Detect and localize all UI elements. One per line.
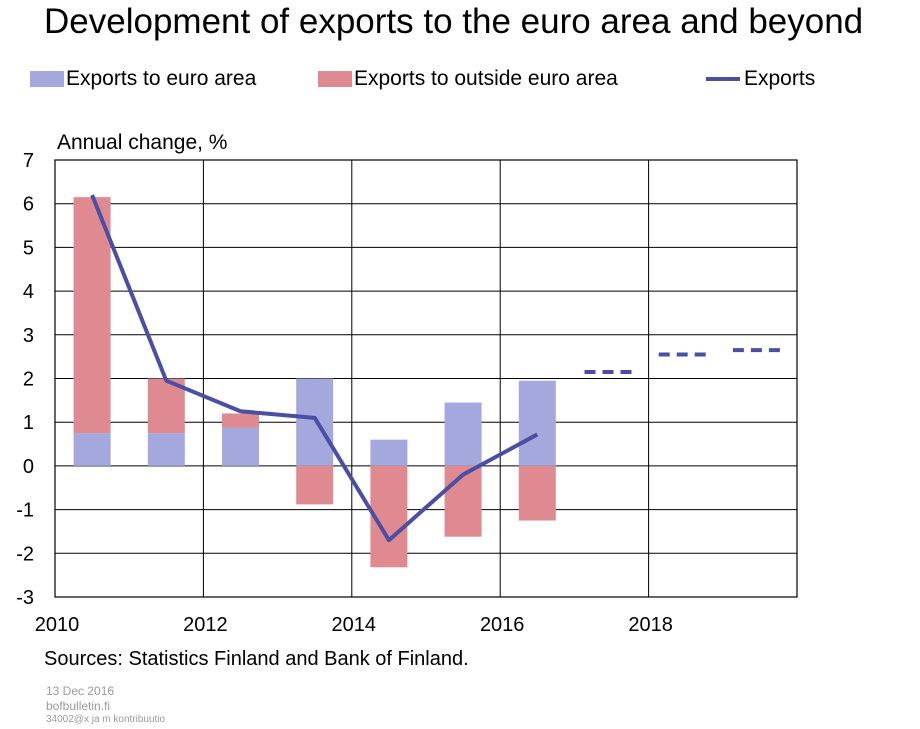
plot-border [54,159,798,598]
bar-euro-area [222,427,259,466]
y-tick-label: -2 [16,543,34,565]
bar-outside-euro-area [296,465,334,505]
y-tick-label: 6 [23,194,34,216]
y-tick-label: 5 [23,237,34,259]
legend-label-exports: Exports [744,67,816,90]
footer-site: bofbulletin.fi [46,699,111,713]
x-tick-label: 2018 [628,614,673,636]
y-tick-label: -3 [16,587,34,609]
x-tick-label: 2016 [480,614,525,636]
sources-note: Sources: Statistics Finland and Bank of … [44,648,469,670]
bar-euro-area [370,439,408,466]
bar-euro-area [73,433,111,466]
bar-euro-area [147,433,185,466]
y-tick-label: 2 [23,369,34,391]
bar-euro-area [296,378,334,466]
legend-item-outside-euro-area: Exports to outside euro area [318,67,618,91]
y-tick-label: -1 [16,500,34,522]
bar-outside-euro-area [518,465,556,521]
y-tick-label: 7 [23,150,34,172]
legend-swatch-exports [706,77,740,81]
footer-code: 34002@x ja m kontribuutio [46,714,166,725]
chart-title: Development of exports to the euro area … [44,2,864,41]
x-tick-label: 2010 [35,614,80,636]
y-tick-label: 3 [23,325,34,347]
bar-euro-area [518,380,556,466]
x-tick-label: 2014 [332,614,377,636]
x-tick-label: 2012 [183,614,228,636]
legend: Exports to euro area Exports to outside … [30,67,910,95]
bar-outside-euro-area [222,413,259,428]
legend-swatch-euro-area [30,71,64,87]
y-axis-label: Annual change, % [57,131,227,154]
legend-item-euro-area: Exports to euro area [30,67,256,91]
y-tick-label: 0 [23,456,34,478]
legend-label-euro-area: Exports to euro area [66,67,257,90]
bar-outside-euro-area [73,197,111,434]
y-tick-label: 4 [23,281,34,303]
legend-item-exports: Exports [706,67,815,91]
exports-line [90,194,539,543]
bar-outside-euro-area [444,465,482,537]
bar-euro-area [444,402,482,466]
legend-label-outside-euro-area: Exports to outside euro area [354,67,618,90]
legend-swatch-outside-euro-area [318,71,352,87]
footer-date: 13 Dec 2016 [46,684,115,698]
y-tick-label: 1 [23,412,34,434]
